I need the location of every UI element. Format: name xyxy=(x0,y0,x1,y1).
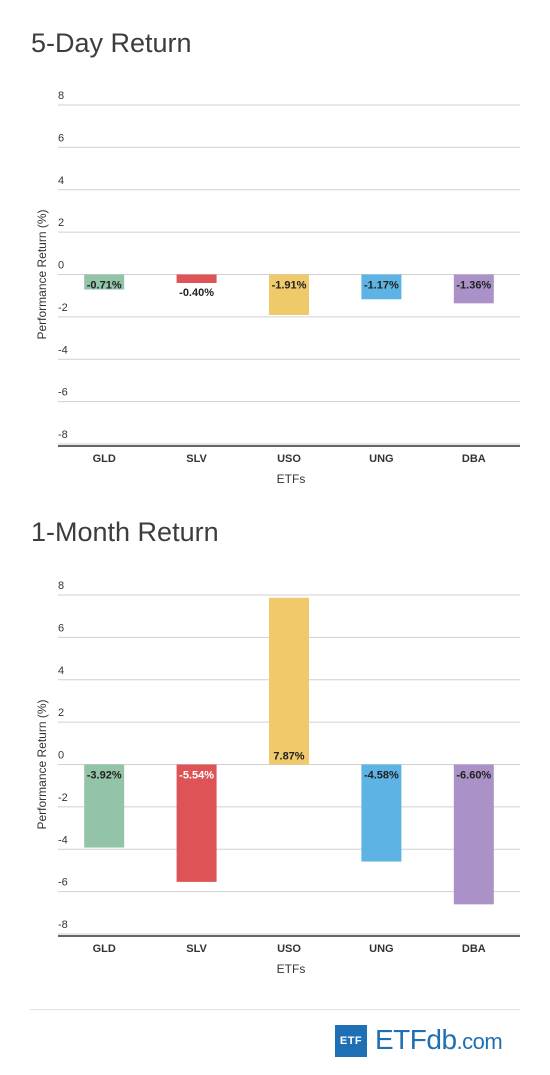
y-tick-label: 6 xyxy=(58,132,64,144)
logo-com-text: .com xyxy=(456,1029,503,1054)
x-tick-label: DBA xyxy=(462,943,486,955)
x-tick-label: GLD xyxy=(93,943,116,955)
bar-ung[interactable] xyxy=(361,274,402,300)
bar-slv[interactable] xyxy=(176,764,217,882)
bar-gld[interactable] xyxy=(84,764,125,848)
footer-divider xyxy=(30,1009,520,1010)
y-tick-label: 4 xyxy=(58,175,64,187)
x-tick-label: SLV xyxy=(186,453,207,465)
y-tick-label: -6 xyxy=(58,387,68,399)
y-tick-label: 8 xyxy=(58,580,64,592)
x-tick-label: USO xyxy=(277,943,301,955)
data-label: -6.60% xyxy=(456,770,491,782)
y-tick-label: 2 xyxy=(58,217,64,229)
x-tick-label: GLD xyxy=(93,453,116,465)
x-tick-label: UNG xyxy=(369,453,393,465)
etf-logo-box: ETF xyxy=(335,1025,367,1057)
y-tick-label: -4 xyxy=(58,834,68,846)
data-label: -1.91% xyxy=(272,280,307,292)
y-axis-label: Performance Return (%) xyxy=(35,209,49,339)
data-label: -1.17% xyxy=(364,280,399,292)
logo-etf-text: ETF xyxy=(375,1024,427,1055)
logo-db-text: db xyxy=(426,1024,457,1055)
x-tick-label: SLV xyxy=(186,943,207,955)
bar-gld[interactable] xyxy=(84,274,125,290)
bar-slv[interactable] xyxy=(176,274,217,283)
y-tick-label: -2 xyxy=(58,302,68,314)
etfdb-logo[interactable]: ETF ETFdb.com xyxy=(335,1023,503,1059)
x-axis-label: ETFs xyxy=(277,962,306,976)
data-label: 7.87% xyxy=(273,751,304,763)
y-tick-label: -2 xyxy=(58,792,68,804)
data-label: -0.40% xyxy=(179,287,214,299)
y-tick-label: -4 xyxy=(58,344,68,356)
y-tick-label: 2 xyxy=(58,707,64,719)
y-tick-label: -6 xyxy=(58,877,68,889)
y-tick-label: 6 xyxy=(58,622,64,634)
bar-uso[interactable] xyxy=(269,597,309,765)
data-label: -5.54% xyxy=(179,770,214,782)
x-tick-label: UNG xyxy=(369,943,393,955)
bar-dba[interactable] xyxy=(453,764,494,905)
x-tick-label: DBA xyxy=(462,453,486,465)
bar-ung[interactable] xyxy=(361,764,402,862)
chart-1month-return: 8 6 4 2 0 -2 -4 -6 -8 Performance Return (%) -3.92… xyxy=(35,580,520,976)
chart-title-5day: 5-Day Return xyxy=(31,28,192,58)
x-axis-label: ETFs xyxy=(277,472,306,486)
x-tick-label: USO xyxy=(277,453,301,465)
y-axis-label: Performance Return (%) xyxy=(35,699,49,829)
y-tick-label: -8 xyxy=(58,919,68,931)
chart-5day-return: 8 6 4 2 0 -2 -4 -6 -8 Performance Return (%) -0.71… xyxy=(35,90,520,486)
data-label: -3.92% xyxy=(87,770,122,782)
bar-uso[interactable] xyxy=(269,274,309,315)
y-tick-label: -8 xyxy=(58,429,68,441)
y-tick-label: 0 xyxy=(58,750,64,762)
y-tick-label: 0 xyxy=(58,260,64,272)
bar-dba[interactable] xyxy=(453,274,494,304)
data-label: -1.36% xyxy=(456,280,491,292)
data-label: -0.71% xyxy=(87,280,122,292)
logo-wordmark: ETFdb.com xyxy=(375,1023,503,1059)
y-tick-label: 4 xyxy=(58,665,64,677)
y-tick-label: 8 xyxy=(58,90,64,102)
data-label: -4.58% xyxy=(364,770,399,782)
chart-title-1month: 1-Month Return xyxy=(31,517,219,547)
